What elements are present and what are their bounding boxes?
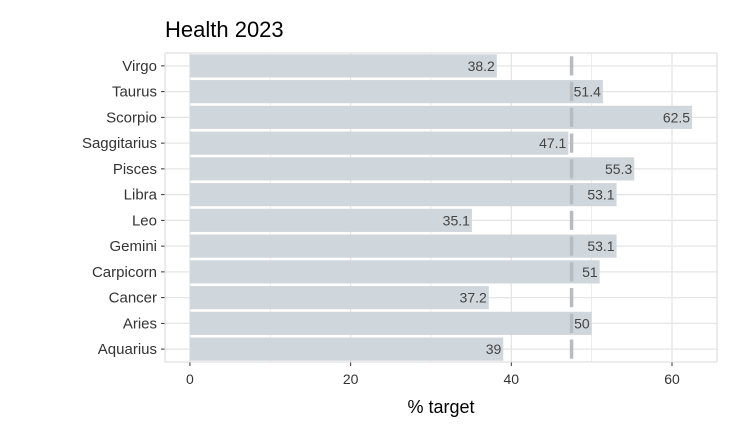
data-label: 53.1 bbox=[587, 238, 614, 254]
y-tick-label: Scorpio bbox=[106, 109, 157, 126]
bar bbox=[189, 105, 693, 129]
bar bbox=[189, 183, 617, 207]
y-tick-label: Saggitarius bbox=[82, 135, 157, 152]
y-axis: Virgo Taurus Scorpio Saggitarius Pisces Libra… bbox=[82, 58, 165, 358]
y-tick-label: Taurus bbox=[112, 84, 157, 101]
data-label: 62.5 bbox=[663, 109, 690, 125]
data-label: 51.4 bbox=[574, 84, 601, 100]
y-tick-label: Virgo bbox=[122, 58, 157, 75]
data-label: 47.1 bbox=[539, 135, 566, 151]
chart-title: Health 2023 bbox=[165, 17, 284, 42]
x-axis-title: % target bbox=[407, 397, 474, 417]
y-tick-label: Libra bbox=[124, 187, 158, 204]
panel-border bbox=[164, 52, 718, 363]
y-tick-label: Pisces bbox=[113, 161, 157, 178]
bar bbox=[189, 337, 504, 361]
x-tick-label: 0 bbox=[186, 371, 194, 387]
x-tick-label: 20 bbox=[343, 371, 359, 387]
data-label: 38.2 bbox=[468, 58, 495, 74]
data-label: 50 bbox=[574, 315, 590, 331]
data-label: 51 bbox=[582, 264, 598, 280]
bar bbox=[189, 208, 472, 232]
y-tick-label: Aquarius bbox=[98, 341, 157, 358]
bar bbox=[189, 286, 489, 310]
bar bbox=[189, 234, 617, 258]
data-label: 35.1 bbox=[443, 212, 470, 228]
data-label: 37.2 bbox=[460, 290, 487, 306]
y-tick-label: Carpicorn bbox=[92, 264, 157, 281]
bar bbox=[189, 80, 603, 104]
y-tick-label: Leo bbox=[132, 212, 157, 229]
bar bbox=[189, 311, 592, 335]
data-label: 39 bbox=[486, 341, 502, 357]
bars bbox=[189, 54, 693, 361]
x-tick-label: 60 bbox=[664, 371, 680, 387]
y-tick-label: Cancer bbox=[109, 290, 157, 307]
bar bbox=[189, 260, 600, 284]
x-axis: 0 20 40 60 bbox=[186, 362, 680, 387]
x-tick-label: 40 bbox=[504, 371, 520, 387]
data-label: 55.3 bbox=[605, 161, 632, 177]
data-labels: 38.2 51.4 62.5 47.1 55.3 53.1 35.1 53.1 51 37.2 50… bbox=[443, 58, 691, 357]
bar bbox=[189, 54, 497, 78]
bar bbox=[189, 157, 635, 181]
y-tick-label: Gemini bbox=[109, 238, 157, 255]
data-label: 53.1 bbox=[587, 187, 614, 203]
bar bbox=[189, 131, 569, 155]
y-tick-label: Aries bbox=[123, 315, 157, 332]
